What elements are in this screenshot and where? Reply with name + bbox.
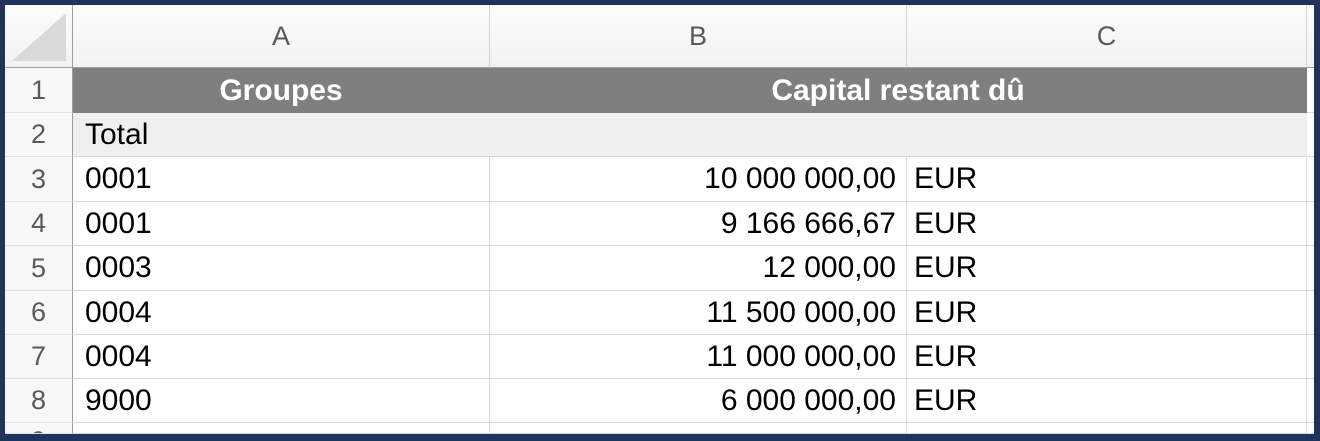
cell-d7-partial[interactable] [1307, 335, 1314, 379]
select-all-triangle-icon [12, 13, 66, 61]
cell-a5-group[interactable]: 0003 [73, 246, 490, 291]
cell-b4-amount[interactable]: 9 166 666,67 [490, 202, 907, 246]
cell-c3-currency[interactable]: EUR [907, 157, 1307, 202]
row-header-3[interactable]: 3 [5, 157, 73, 202]
cell-d5-partial[interactable] [1307, 246, 1314, 291]
cell-b7-amount[interactable]: 11 000 000,00 [490, 335, 907, 379]
cell-a7-group[interactable]: 0004 [73, 335, 490, 379]
cell-d8-partial[interactable] [1307, 379, 1314, 423]
select-all-corner[interactable] [5, 5, 73, 68]
cell-a4-group[interactable]: 0001 [73, 202, 490, 246]
cell-b9-partial[interactable] [490, 423, 907, 434]
row-header-8[interactable]: 8 [5, 379, 73, 423]
table-row: 3 0001 10 000 000,00 EUR [5, 157, 1314, 202]
row-header-9[interactable]: 9 [5, 423, 73, 434]
row-header-9-number: 9 [5, 423, 72, 434]
table-row: 6 0004 11 500 000,00 EUR [5, 291, 1314, 335]
table-row: 4 0001 9 166 666,67 EUR [5, 202, 1314, 246]
cell-a9-partial[interactable] [73, 423, 490, 434]
cell-b1c1-capital-restant-du[interactable]: Capital restant dû [490, 68, 1307, 113]
row-header-7[interactable]: 7 [5, 335, 73, 379]
row-header-6[interactable]: 6 [5, 291, 73, 335]
column-header-d-partial[interactable] [1307, 5, 1314, 68]
cell-c8-currency[interactable]: EUR [907, 379, 1307, 423]
cell-a6-group[interactable]: 0004 [73, 291, 490, 335]
row-header-4[interactable]: 4 [5, 202, 73, 246]
column-header-a[interactable]: A [73, 5, 490, 68]
spreadsheet-grid: A B C 1 Groupes Capital restant dû 2 Tot… [5, 5, 1314, 434]
row-header-2[interactable]: 2 [5, 113, 73, 157]
table-row: 5 0003 12 000,00 EUR [5, 246, 1314, 291]
cell-b8-amount[interactable]: 6 000 000,00 [490, 379, 907, 423]
table-row: 8 9000 6 000 000,00 EUR [5, 379, 1314, 423]
row-1: 1 Groupes Capital restant dû [5, 68, 1314, 113]
cell-c9-partial[interactable] [907, 423, 1307, 434]
table-row: 7 0004 11 000 000,00 EUR [5, 335, 1314, 379]
cell-b6-amount[interactable]: 11 500 000,00 [490, 291, 907, 335]
cell-c6-currency[interactable]: EUR [907, 291, 1307, 335]
cell-c4-currency[interactable]: EUR [907, 202, 1307, 246]
row-9-partial: 9 [5, 423, 1314, 434]
cell-d6-partial[interactable] [1307, 291, 1314, 335]
column-header-row: A B C [5, 5, 1314, 68]
cell-a1-groupes[interactable]: Groupes [73, 68, 490, 113]
cell-d3-partial[interactable] [1307, 157, 1314, 202]
cell-d4-partial[interactable] [1307, 202, 1314, 246]
cell-d1-partial[interactable] [1307, 68, 1314, 113]
cell-a8-group[interactable]: 9000 [73, 379, 490, 423]
cell-a3-group[interactable]: 0001 [73, 157, 490, 202]
row-header-5[interactable]: 5 [5, 246, 73, 291]
cell-b5-amount[interactable]: 12 000,00 [490, 246, 907, 291]
cell-d2-partial[interactable] [1307, 113, 1314, 157]
cell-c7-currency[interactable]: EUR [907, 335, 1307, 379]
cell-b3-amount[interactable]: 10 000 000,00 [490, 157, 907, 202]
cell-d9-partial[interactable] [1307, 423, 1314, 434]
column-header-b[interactable]: B [490, 5, 907, 68]
cell-c5-currency[interactable]: EUR [907, 246, 1307, 291]
row-2: 2 Total [5, 113, 1314, 157]
column-header-c[interactable]: C [907, 5, 1307, 68]
cell-a2-total[interactable]: Total [73, 113, 1307, 157]
row-header-1[interactable]: 1 [5, 68, 73, 113]
